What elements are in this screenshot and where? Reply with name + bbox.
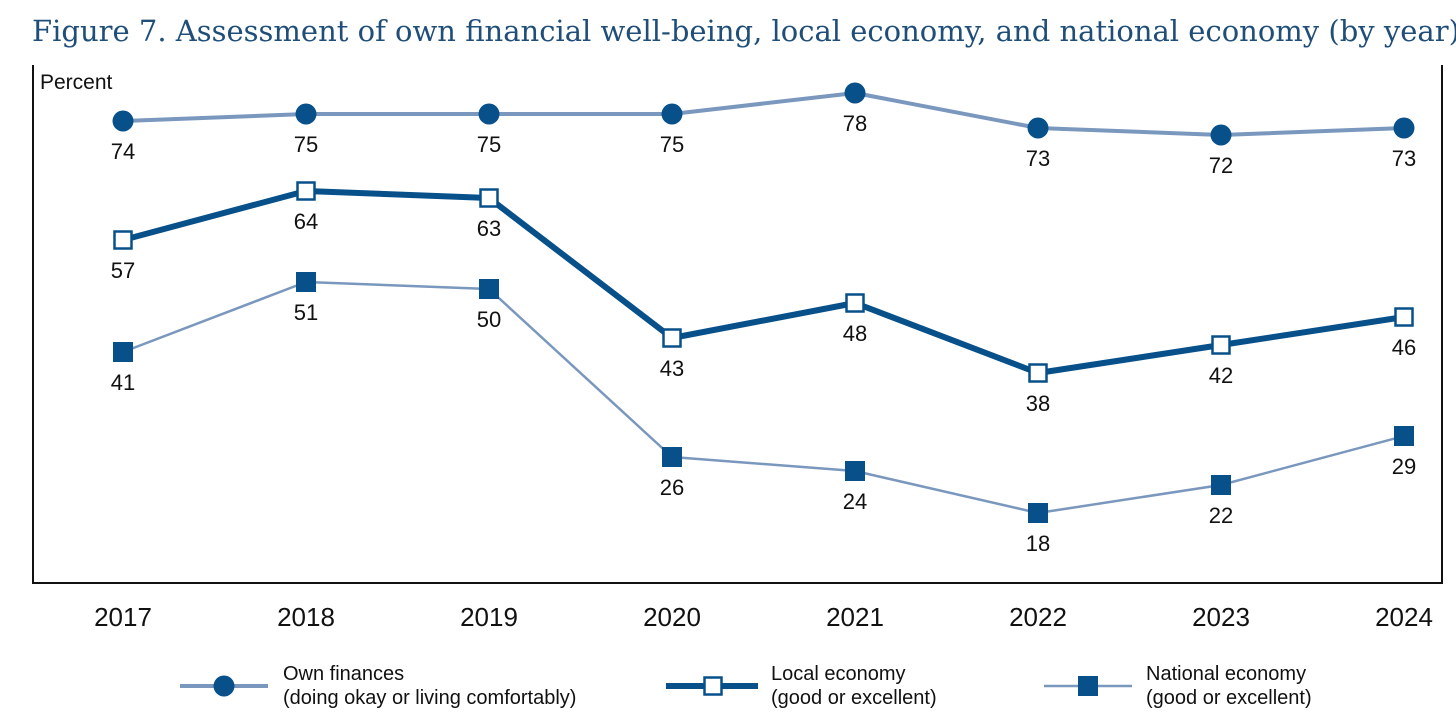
data-point-local xyxy=(662,328,682,348)
data-label-local: 64 xyxy=(294,209,318,234)
data-point-own xyxy=(295,103,317,125)
legend-label-own: (doing okay or living comfortably) xyxy=(283,687,576,709)
data-point-own xyxy=(1027,117,1049,139)
series-line-local xyxy=(122,188,1405,376)
data-point-own xyxy=(112,110,134,132)
data-point-own xyxy=(1393,117,1415,139)
data-label-national: 51 xyxy=(294,300,318,325)
data-label-national: 29 xyxy=(1392,454,1416,479)
data-point-national xyxy=(662,447,682,467)
data-label-own: 73 xyxy=(1392,146,1416,171)
data-point-own xyxy=(661,103,683,125)
data-point-national xyxy=(296,272,316,292)
x-tick-label: 2019 xyxy=(460,602,518,632)
data-point-local xyxy=(1394,307,1414,327)
data-point-national xyxy=(479,279,499,299)
data-label-local: 46 xyxy=(1392,335,1416,360)
data-point-own xyxy=(478,103,500,125)
data-label-local: 63 xyxy=(477,216,501,241)
data-label-own: 74 xyxy=(111,139,135,164)
data-label-own: 72 xyxy=(1209,153,1233,178)
data-point-national xyxy=(1394,426,1414,446)
data-point-local xyxy=(845,293,865,313)
legend-label-own: Own finances xyxy=(283,663,404,685)
data-label-own: 75 xyxy=(477,132,501,157)
data-point-national xyxy=(113,342,133,362)
x-tick-label: 2020 xyxy=(643,602,701,632)
data-label-own: 78 xyxy=(843,111,867,136)
data-label-national: 22 xyxy=(1209,503,1233,528)
x-tick-label: 2021 xyxy=(826,602,884,632)
data-label-local: 38 xyxy=(1026,391,1050,416)
axis-frame xyxy=(32,65,1443,584)
data-point-national xyxy=(1028,503,1048,523)
data-label-own: 75 xyxy=(660,132,684,157)
data-label-national: 24 xyxy=(843,489,867,514)
data-label-national: 26 xyxy=(660,475,684,500)
data-label-national: 41 xyxy=(111,370,135,395)
legend-marker-local xyxy=(703,676,723,696)
data-label-local: 57 xyxy=(111,258,135,283)
data-point-national xyxy=(845,461,865,481)
legend-label-national: National economy xyxy=(1146,663,1306,685)
x-tick-label: 2023 xyxy=(1192,602,1250,632)
data-point-own xyxy=(844,82,866,104)
data-point-local xyxy=(296,181,316,201)
legend-label-local: (good or excellent) xyxy=(771,687,937,709)
legend-marker-own xyxy=(213,675,235,697)
data-point-own xyxy=(1210,124,1232,146)
x-tick-label: 2018 xyxy=(277,602,335,632)
y-axis-label: Percent xyxy=(40,71,113,94)
data-label-local: 48 xyxy=(843,321,867,346)
legend-marker-national xyxy=(1078,676,1098,696)
data-point-local xyxy=(1211,335,1231,355)
data-point-local xyxy=(1028,363,1048,383)
data-label-local: 43 xyxy=(660,356,684,381)
chart-title: Figure 7. Assessment of own financial we… xyxy=(32,14,1456,48)
data-label-own: 75 xyxy=(294,132,318,157)
data-label-local: 42 xyxy=(1209,363,1233,388)
data-label-national: 50 xyxy=(477,307,501,332)
legend-label-local: Local economy xyxy=(771,663,906,685)
data-label-own: 73 xyxy=(1026,146,1050,171)
x-tick-label: 2017 xyxy=(94,602,152,632)
legend-label-national: (good or excellent) xyxy=(1146,687,1312,709)
data-point-local xyxy=(113,230,133,250)
data-point-national xyxy=(1211,475,1231,495)
series-line-national xyxy=(122,280,1405,515)
x-tick-label: 2024 xyxy=(1375,602,1433,632)
series-line-own xyxy=(122,91,1405,137)
data-label-national: 18 xyxy=(1026,531,1050,556)
data-point-local xyxy=(479,188,499,208)
x-tick-label: 2022 xyxy=(1009,602,1067,632)
